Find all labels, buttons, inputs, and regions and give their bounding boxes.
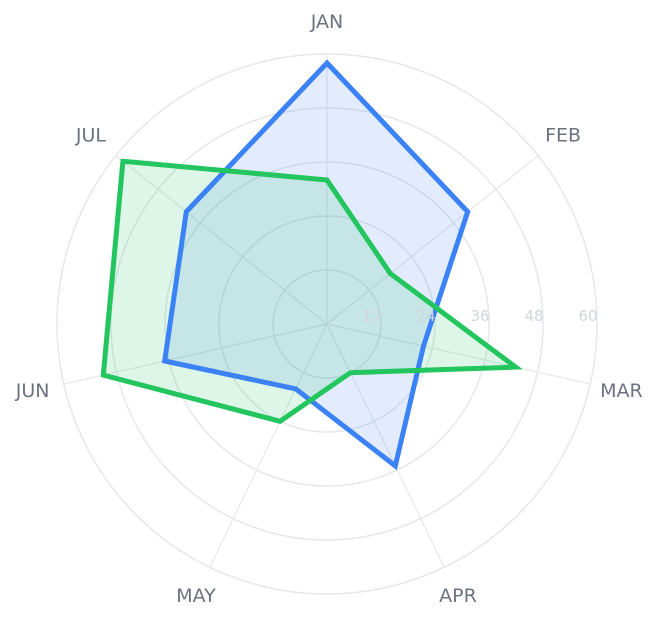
r-tick-label-1: 24 bbox=[416, 307, 435, 325]
category-label-apr: APR bbox=[439, 585, 477, 607]
spoke-may bbox=[209, 323, 328, 568]
spoke-apr bbox=[326, 323, 445, 568]
spoke-mar bbox=[326, 323, 591, 385]
category-label-mar: MAR bbox=[600, 380, 643, 402]
category-label-jan: JAN bbox=[310, 11, 343, 33]
r-tick-label-2: 36 bbox=[470, 307, 489, 325]
r-tick-label-0: 12 bbox=[362, 307, 381, 325]
radial-tick-labels: 12 24 36 48 60 bbox=[362, 307, 597, 325]
category-label-may: MAY bbox=[176, 585, 216, 607]
spoke-feb bbox=[326, 155, 539, 325]
category-labels: JAN FEB MAR APR MAY JUN JUL bbox=[15, 11, 643, 607]
spoke-jul bbox=[115, 155, 328, 325]
series-0-line bbox=[161, 59, 471, 471]
category-label-feb: FEB bbox=[545, 125, 581, 147]
series-areas bbox=[100, 59, 523, 471]
category-label-jul: JUL bbox=[75, 125, 107, 147]
category-label-jun: JUN bbox=[15, 380, 50, 402]
series-1-line bbox=[100, 158, 523, 425]
r-tick-label-4: 60 bbox=[578, 307, 597, 325]
series-1-area bbox=[103, 161, 516, 422]
series-0-area bbox=[164, 63, 468, 466]
r-tick-label-3: 48 bbox=[524, 307, 543, 325]
